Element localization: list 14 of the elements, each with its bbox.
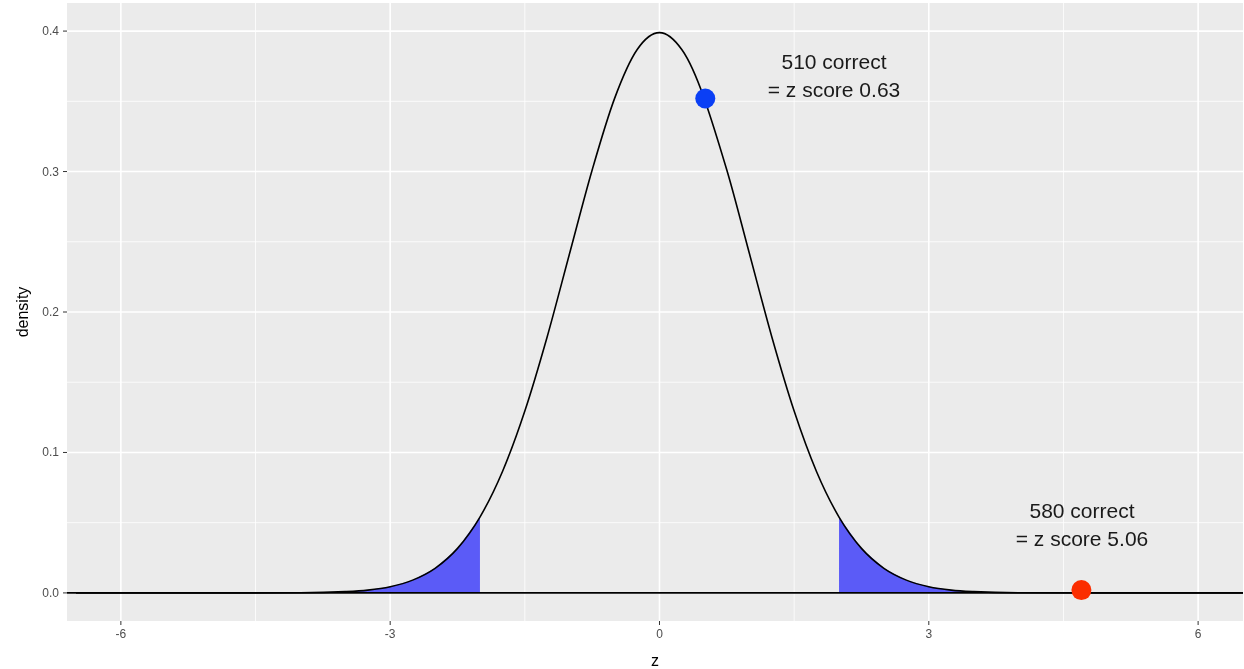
y-tick-label: 0.3 — [42, 164, 60, 179]
annotation: 580 correct = z score 5.06 — [1015, 499, 1149, 550]
x-tick-label: 3 — [925, 627, 933, 641]
y-tick-label: 0.4 — [42, 24, 60, 39]
x-tick-label: 0 — [656, 627, 664, 641]
x-tick-label: 6 — [1194, 627, 1202, 641]
y-tick-label: 0.1 — [42, 445, 60, 460]
x-tick-label: -3 — [384, 627, 396, 641]
y-axis-title: density — [14, 286, 31, 338]
y-tick-label: 0.0 — [42, 585, 60, 600]
annotation: 510 correct = z score 0.63 — [767, 50, 901, 101]
y-tick-label: 0.2 — [42, 305, 60, 319]
x-tick-label: -6 — [115, 627, 127, 641]
x-axis-title: z — [651, 652, 659, 669]
